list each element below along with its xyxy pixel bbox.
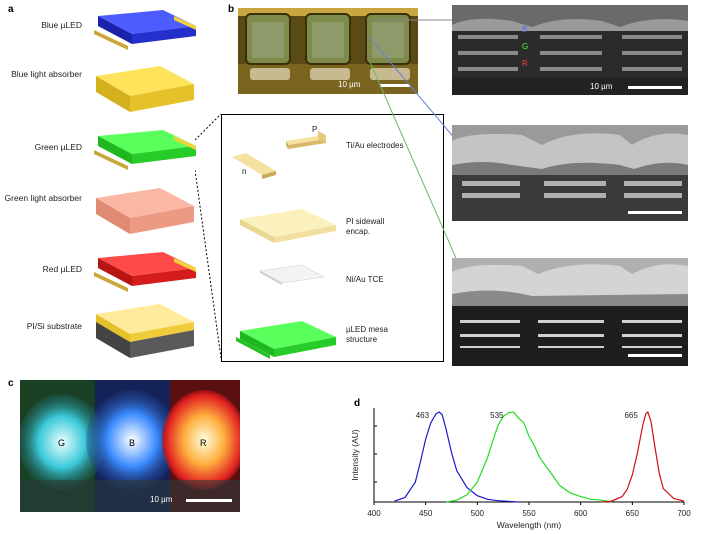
emission-label-g: G xyxy=(58,438,66,448)
x-axis-label: Wavelength (nm) xyxy=(497,520,562,530)
sidewall-label: PI sidewall encap. xyxy=(346,217,385,236)
optical-micrograph-art xyxy=(238,8,418,94)
sem-label-b: B xyxy=(522,25,528,34)
red-led-layer xyxy=(94,252,196,292)
sem-image-middle xyxy=(452,125,688,221)
exploded-view-box: P n Ti/Au electrodes PI sidewall encap. … xyxy=(221,114,444,362)
emission-spectrum-chart: 400 450 500 550 600 650 700 Wavelength (nm) Inte… xyxy=(350,408,691,530)
sem-label-g: G xyxy=(522,42,529,51)
emission-micrograph: G B R 10 µm xyxy=(20,380,240,512)
peak-label: 665 xyxy=(624,411,638,420)
exploded-view-illustration xyxy=(232,131,336,359)
optical-scale-bar xyxy=(380,84,410,87)
panel-c-letter: c xyxy=(8,378,14,389)
tce-label: Ni/Au TCE xyxy=(346,275,384,284)
panel-d-letter: d xyxy=(354,398,361,409)
x-tick-label: 450 xyxy=(419,509,433,518)
layer-label-substrate: PI/Si substrate xyxy=(26,321,82,331)
electrodes-label: Ti/Au electrodes xyxy=(346,141,404,150)
x-tick-label: 700 xyxy=(677,509,691,518)
sem-image-bottom-art xyxy=(452,258,688,366)
emission-label-b: B xyxy=(129,438,136,448)
peak-label: 535 xyxy=(490,411,504,420)
green-absorber-layer xyxy=(96,188,194,234)
x-tick-label: 500 xyxy=(471,509,485,518)
sem-image-top-art xyxy=(452,5,688,95)
spectrum-line xyxy=(394,411,519,503)
mesa-label: µLED mesa structure xyxy=(346,325,388,344)
panel-b-letter: b xyxy=(228,4,235,15)
sem-middle-scale-bar xyxy=(628,211,682,214)
sem-guide-lines xyxy=(370,19,457,259)
emission-micrograph-art xyxy=(20,380,240,512)
spectrum-line xyxy=(601,410,685,503)
layer-label-red-led: Red µLED xyxy=(42,264,82,274)
p-electrode-label: P xyxy=(312,125,318,134)
layer-stack-illustration xyxy=(94,10,196,358)
sem-image-middle-art xyxy=(452,125,688,221)
blue-absorber-layer xyxy=(96,66,194,112)
x-tick-label: 400 xyxy=(367,509,381,518)
sem-bottom-scale-bar xyxy=(628,354,682,357)
x-tick-label: 600 xyxy=(574,509,588,518)
emission-scale-label: 10 µm xyxy=(150,495,173,504)
emission-label-r: R xyxy=(200,438,207,448)
blue-led-layer xyxy=(94,10,196,50)
sem-image-top: B G R 10 µm xyxy=(452,5,688,95)
panel-a-letter: a xyxy=(8,4,14,15)
x-tick-label: 650 xyxy=(626,509,640,518)
optical-micrograph: 10 µm xyxy=(238,8,418,94)
green-led-layer xyxy=(94,130,196,170)
layer-label-green-absorber: Green light absorber xyxy=(4,193,83,203)
n-electrode-label: n xyxy=(242,167,247,176)
sem-scale-label: 10 µm xyxy=(590,82,613,91)
layer-label-blue-led: Blue µLED xyxy=(41,20,82,30)
sem-top-scale-bar xyxy=(628,86,682,89)
optical-scale-label: 10 µm xyxy=(338,80,361,89)
spectrum-line xyxy=(446,411,612,503)
x-tick-label: 550 xyxy=(522,509,536,518)
explode-connector-lines xyxy=(195,113,222,359)
sem-label-r: R xyxy=(522,59,528,68)
y-axis-label: Intensity (AU) xyxy=(350,429,360,481)
emission-scale-bar xyxy=(186,499,232,502)
substrate-layer xyxy=(96,304,194,358)
layer-label-blue-absorber: Blue light absorber xyxy=(11,69,82,79)
peak-label: 463 xyxy=(416,411,430,420)
layer-label-green-led: Green µLED xyxy=(34,142,82,152)
sem-image-bottom xyxy=(452,258,688,366)
